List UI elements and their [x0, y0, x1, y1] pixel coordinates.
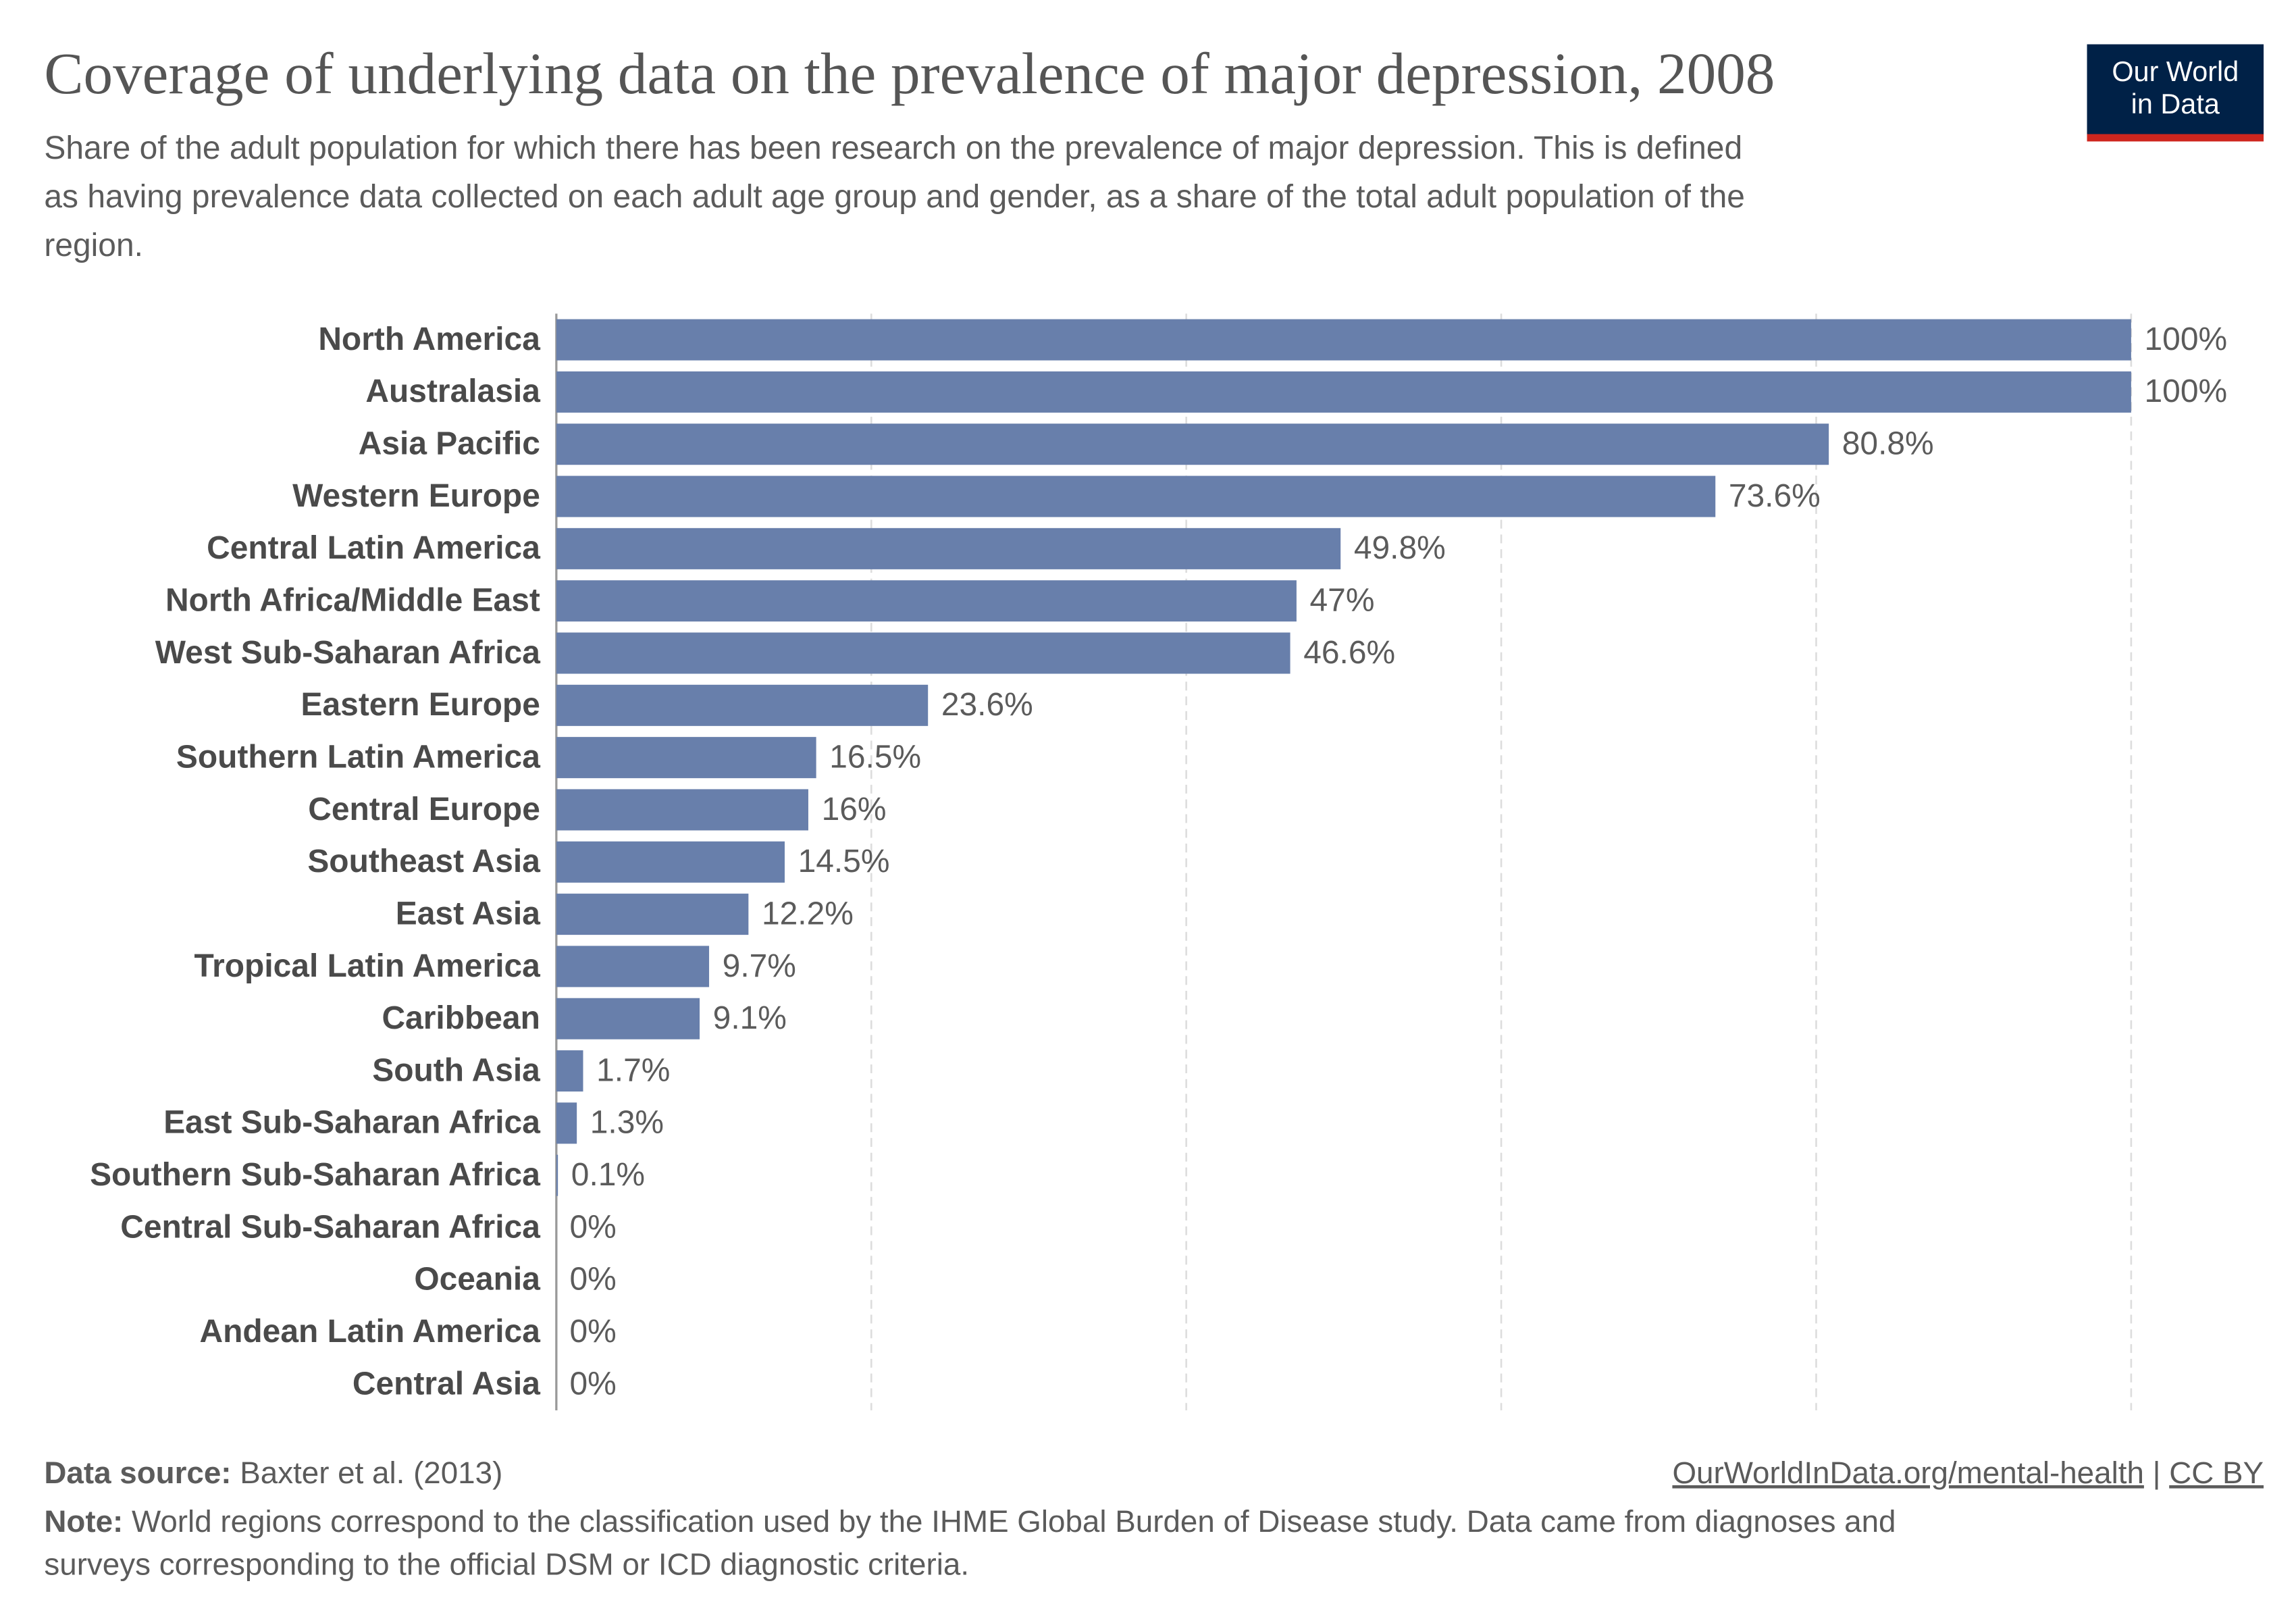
category-label: Australasia: [365, 374, 540, 409]
category-label: East Sub-Saharan Africa: [163, 1105, 540, 1141]
category-label: Central Asia: [353, 1366, 540, 1401]
category-label: South Asia: [372, 1052, 540, 1088]
value-label: 1.3%: [590, 1105, 664, 1141]
note-text: World regions correspond to the classifi…: [132, 1504, 1896, 1539]
value-label: 47%: [1310, 583, 1375, 619]
value-label: 0%: [569, 1209, 616, 1245]
license[interactable]: CC BY: [2169, 1456, 2264, 1490]
bar: [556, 371, 2131, 413]
bar: [556, 475, 1716, 517]
plot: North America 100% Australasia 100% Asia Pac…: [90, 313, 2228, 1411]
category-label: Southern Sub-Saharan Africa: [90, 1157, 540, 1193]
value-label: 23.6%: [941, 687, 1033, 723]
bar: [556, 946, 710, 987]
subtitle-line: as having prevalence data collected on e…: [44, 179, 1745, 215]
value-label: 14.5%: [798, 844, 890, 879]
value-label: 100%: [2145, 321, 2228, 357]
value-label: 0%: [569, 1366, 616, 1401]
separator: |: [2153, 1456, 2161, 1490]
bar: [556, 894, 749, 935]
subtitle: Share of the adult population for which …: [44, 130, 1745, 263]
category-label: Eastern Europe: [301, 687, 540, 723]
value-label: 46.6%: [1303, 635, 1395, 671]
note-text: surveys corresponding to the official DS…: [44, 1547, 969, 1581]
category-label: Western Europe: [292, 478, 540, 514]
value-label: 49.8%: [1354, 530, 1446, 566]
category-label: Central Latin America: [207, 530, 540, 566]
note-label: Note:: [44, 1504, 123, 1539]
bar: [556, 684, 929, 726]
bar: [556, 841, 785, 883]
value-label: 0.1%: [571, 1157, 645, 1193]
category-label: West Sub-Saharan Africa: [155, 635, 540, 671]
source: Data source: Baxter et al. (2013): [44, 1456, 502, 1490]
bar: [556, 789, 808, 831]
value-label: 0%: [569, 1314, 616, 1349]
logo-box: [2087, 44, 2264, 136]
category-label: North Africa/Middle East: [165, 583, 540, 619]
chart-title: Coverage of underlying data on the preva…: [44, 41, 1775, 106]
category-label: Asia Pacific: [359, 426, 540, 462]
logo-text: Our World: [2112, 56, 2239, 87]
category-label: Central Sub-Saharan Africa: [120, 1209, 540, 1245]
bar: [556, 1102, 577, 1144]
value-label: 9.7%: [723, 948, 796, 984]
source-label: Data source:: [44, 1456, 231, 1490]
category-label: Caribbean: [382, 1000, 540, 1036]
links: OurWorldInData.org/mental-health | CC BY: [1672, 1456, 2264, 1490]
value-label: 100%: [2145, 374, 2228, 409]
category-label: Southeast Asia: [307, 844, 540, 879]
subtitle-line: region.: [44, 228, 143, 263]
bar: [556, 737, 816, 779]
logo: Our World in Data: [2087, 44, 2264, 142]
bar: [556, 423, 1829, 465]
category-label: Southern Latin America: [176, 739, 540, 775]
category-label: North America: [318, 321, 540, 357]
bar: [556, 1050, 583, 1092]
value-label: 1.7%: [596, 1052, 670, 1088]
bar: [556, 632, 1290, 674]
category-label: East Asia: [396, 896, 540, 931]
value-label: 16%: [822, 792, 887, 827]
logo-text: in Data: [2131, 88, 2220, 120]
category-label: Central Europe: [308, 792, 540, 827]
source-text: Baxter et al. (2013): [240, 1456, 502, 1490]
bar: [556, 1154, 558, 1196]
value-label: 9.1%: [713, 1000, 787, 1036]
value-label: 80.8%: [1842, 426, 1934, 462]
bar: [556, 319, 2131, 361]
category-label: Tropical Latin America: [194, 948, 540, 984]
note: Note: World regions correspond to the cl…: [44, 1504, 1896, 1539]
bar: [556, 998, 700, 1039]
category-label: Andean Latin America: [200, 1314, 541, 1349]
value-label: 12.2%: [762, 896, 854, 931]
logo-strip: [2087, 134, 2264, 142]
value-label: 16.5%: [829, 739, 921, 775]
subtitle-line: Share of the adult population for which …: [44, 130, 1742, 166]
value-label: 73.6%: [1729, 478, 1821, 514]
bar: [556, 580, 1297, 622]
category-label: Oceania: [414, 1262, 540, 1297]
bar: [556, 528, 1341, 569]
url[interactable]: OurWorldInData.org/mental-health: [1672, 1456, 2143, 1490]
value-label: 0%: [569, 1262, 616, 1297]
